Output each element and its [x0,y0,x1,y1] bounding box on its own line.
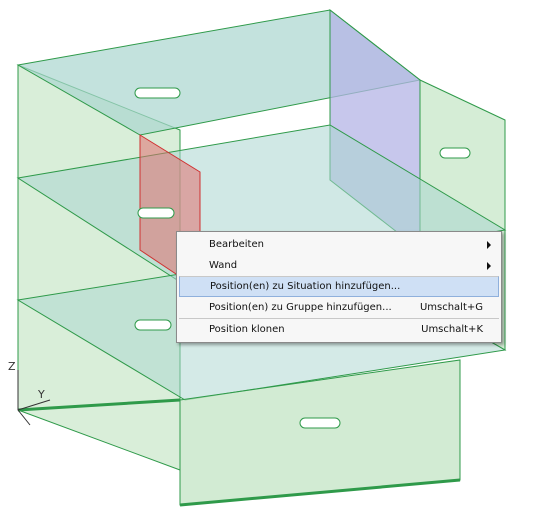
label-pill [439,147,471,159]
edge [17,398,181,412]
menu-item[interactable]: Position(en) zu Situation hinzufügen... [179,276,499,297]
label-pill [299,417,341,429]
axis-triad: Z Y [8,360,51,426]
menu-item-label: Position klonen [209,324,285,335]
axis-label-z: Z [8,360,16,373]
axis-x [17,409,31,426]
axis-y [17,399,51,411]
menu-item[interactable]: Wand [179,255,499,276]
axis-label-y: Y [37,388,45,401]
label-pill [134,319,172,331]
menu-item[interactable]: Position klonen Umschalt+K [179,318,499,340]
menu-item-label: Position(en) zu Gruppe hinzufügen... [209,302,392,313]
menu-item-label: Position(en) zu Situation hinzufügen... [210,281,401,292]
submenu-arrow [487,241,491,249]
menu-item[interactable]: Bearbeiten [179,234,499,255]
context-menu: Bearbeiten Wand Position(en) zu Situation … [176,231,502,343]
label-pill [137,207,175,219]
menu-item[interactable]: Position(en) zu Gruppe hinzufügen... Umsc… [179,297,499,318]
label-pill [134,87,181,99]
menu-item-shortcut: Umschalt+G [419,302,483,313]
menu-item-label: Bearbeiten [209,239,264,250]
menu-item-shortcut: Umschalt+K [421,324,483,335]
submenu-arrow [487,262,491,270]
labels [134,87,471,429]
menu-item-label: Wand [209,260,238,271]
edge [179,478,461,507]
